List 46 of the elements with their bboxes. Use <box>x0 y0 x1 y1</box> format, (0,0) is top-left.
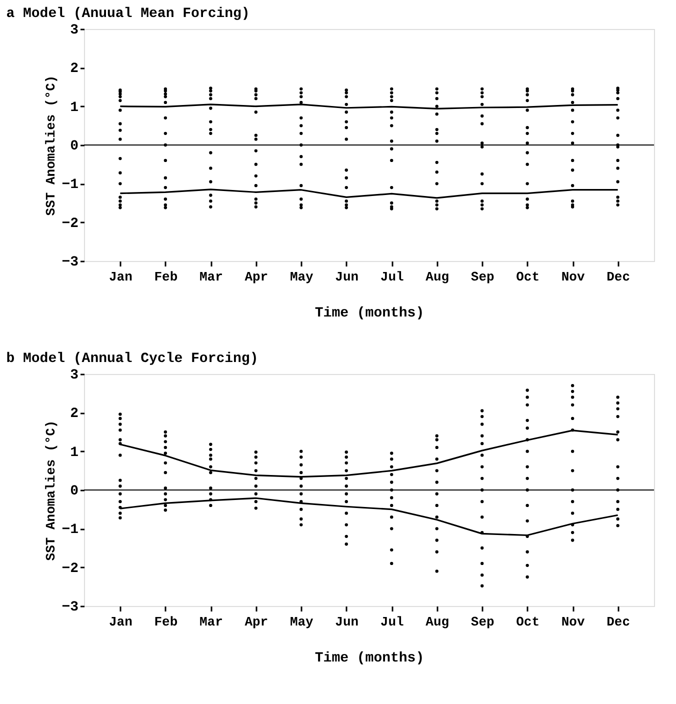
y-tick-label: 0 <box>70 138 78 154</box>
y-tick-label: −1 <box>62 177 78 194</box>
line-series <box>119 497 619 536</box>
x-tick-label: Jun <box>335 614 359 630</box>
x-tick-label: Jul <box>380 270 404 284</box>
x-tick-label: May <box>290 614 314 630</box>
y-tick-label: 3 <box>70 22 78 38</box>
x-tick-label: Jan <box>108 614 133 630</box>
x-tick-label: Oct <box>516 614 540 630</box>
y-axis-title: SST Anomalies (°C) <box>44 75 59 216</box>
x-tick-label: Mar <box>199 614 223 630</box>
x-tick-label: Nov <box>561 270 585 284</box>
x-tick-label: Apr <box>244 614 268 630</box>
y-axis-title: SST Anomalies (°C) <box>44 420 59 561</box>
y-tick-label: 1 <box>70 444 78 461</box>
x-tick-label: Aug <box>426 614 450 630</box>
x-axis-title: Time (months) <box>314 306 424 322</box>
y-tick-label: −3 <box>62 254 78 270</box>
x-tick-label: Dec <box>606 614 630 630</box>
y-tick-label: −3 <box>62 600 78 616</box>
x-tick-label: Sep <box>470 614 494 630</box>
line-series <box>119 188 619 199</box>
y-tick-label: −2 <box>62 560 78 577</box>
y-tick-label: 1 <box>70 100 78 116</box>
y-tick-label: 3 <box>70 368 78 384</box>
x-tick-label: Nov <box>561 614 585 630</box>
x-tick-label: Oct <box>516 270 540 284</box>
x-tick-label: Jan <box>108 270 133 284</box>
x-tick-label: Dec <box>606 270 630 284</box>
y-tick-label: 2 <box>70 406 78 422</box>
x-tick-label: Apr <box>244 270 268 284</box>
y-tick-label: −1 <box>62 522 78 538</box>
x-tick-label: May <box>290 270 314 284</box>
x-tick-label: Feb <box>154 270 178 284</box>
x-axis-title: Time (months) <box>314 650 424 666</box>
chart-title: a Model (Anuual Mean Forcing) <box>6 6 250 22</box>
chart-title: b Model (Annual Cycle Forcing) <box>6 351 258 367</box>
x-tick-label: Sep <box>470 270 494 284</box>
y-tick-label: 0 <box>70 484 78 500</box>
x-tick-label: Jun <box>335 270 359 284</box>
x-tick-label: Aug <box>426 270 450 284</box>
x-tick-label: Mar <box>199 270 223 284</box>
y-tick-label: 2 <box>70 61 78 78</box>
y-tick-label: −2 <box>62 216 78 232</box>
x-tick-label: Feb <box>154 614 178 630</box>
x-tick-label: Jul <box>380 614 404 630</box>
